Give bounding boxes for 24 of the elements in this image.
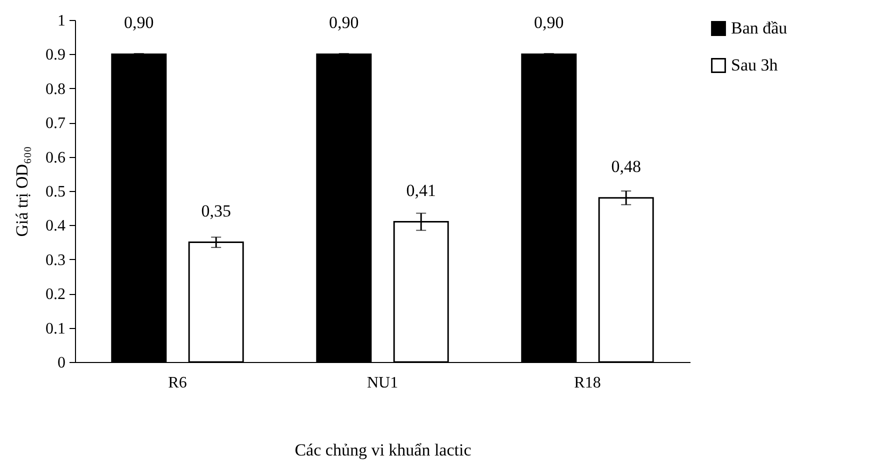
- data-label: 0,90: [124, 13, 154, 32]
- y-tick-label: 0: [58, 354, 66, 372]
- data-label: 0,48: [611, 156, 641, 176]
- x-tick-label: R6: [168, 374, 187, 392]
- y-tick-label: 0.5: [46, 184, 66, 200]
- legend-label: Sau 3h: [731, 56, 778, 74]
- data-label: 0,35: [201, 201, 231, 220]
- x-tick-label: NU1: [366, 374, 398, 392]
- legend-label: Ban đầu: [731, 18, 788, 38]
- y-tick-label: 0.8: [46, 80, 66, 98]
- y-tick-label: 0.6: [46, 149, 66, 166]
- y-tick-label: 0.7: [46, 115, 66, 132]
- data-label: 0,90: [534, 13, 564, 32]
- y-tick-label: 0.4: [46, 218, 66, 235]
- y-tick-label: 0.2: [46, 286, 66, 304]
- x-axis-title: Các chủng vi khuẩn lactic: [294, 440, 472, 460]
- y-axis-title: Giá trị OD₆₀₀: [12, 146, 32, 237]
- x-tick-label: R18: [574, 374, 601, 392]
- y-tick-label: 0.1: [46, 320, 66, 338]
- data-label: 0,41: [406, 180, 436, 200]
- y-tick-label: 1: [58, 12, 66, 30]
- data-label: 0,90: [329, 13, 359, 32]
- y-tick-label: 0.9: [46, 46, 66, 64]
- y-tick-label: 0.3: [46, 252, 66, 269]
